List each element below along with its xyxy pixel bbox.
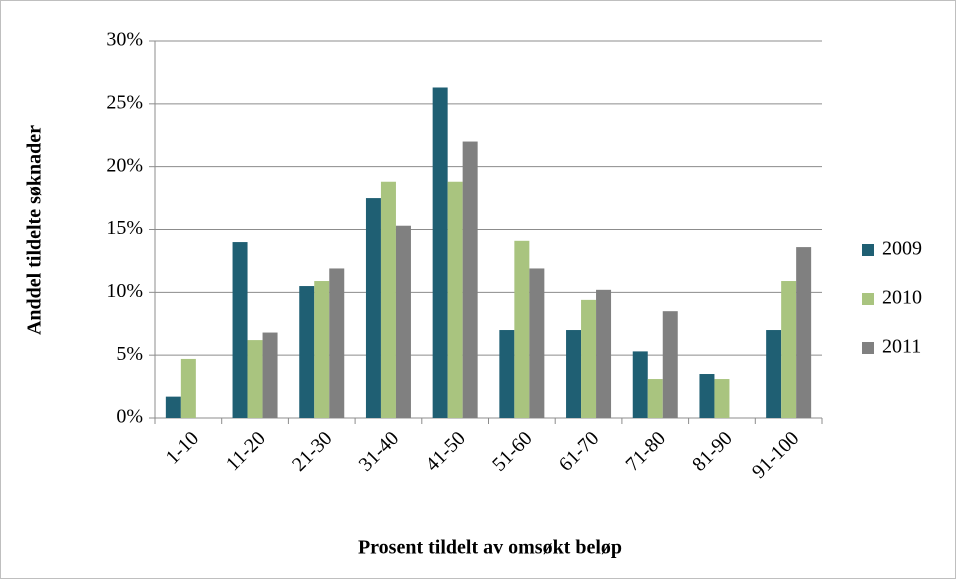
legend-swatch xyxy=(862,244,874,256)
legend-swatch xyxy=(862,342,874,354)
bar xyxy=(514,240,530,418)
bar xyxy=(432,87,448,418)
bar xyxy=(529,268,545,418)
y-axis-title: Anddel tildelte søknader xyxy=(24,125,46,335)
bar xyxy=(581,299,597,418)
legend-label: 2010 xyxy=(882,287,922,309)
bar xyxy=(180,358,196,418)
bar xyxy=(781,281,797,418)
bar xyxy=(796,247,812,418)
bar xyxy=(247,340,263,418)
bar xyxy=(632,351,648,418)
bar xyxy=(165,396,181,418)
bar xyxy=(329,268,345,418)
bar xyxy=(699,374,715,418)
bar xyxy=(232,242,248,418)
y-tick-label: 25% xyxy=(106,91,143,113)
y-tick-label: 0% xyxy=(116,406,143,428)
y-tick-label: 20% xyxy=(106,154,143,176)
bar xyxy=(380,181,396,418)
bar xyxy=(262,332,278,418)
legend-label: 2009 xyxy=(882,238,922,260)
y-tick-label: 10% xyxy=(106,280,143,302)
bar xyxy=(566,330,582,418)
legend-label: 2011 xyxy=(882,336,921,358)
bar xyxy=(596,289,612,418)
bar xyxy=(462,141,478,419)
y-tick-label: 30% xyxy=(106,29,143,51)
bar xyxy=(647,379,663,418)
x-axis-title: Prosent tildelt av omsøkt beløp xyxy=(358,537,622,559)
y-tick-label: 5% xyxy=(116,343,143,365)
bar xyxy=(447,181,463,418)
bar xyxy=(299,286,315,418)
bar xyxy=(314,281,330,418)
bar xyxy=(766,330,782,418)
bar xyxy=(395,225,411,418)
bar xyxy=(662,311,678,418)
bar xyxy=(714,379,730,418)
legend-swatch xyxy=(862,293,874,305)
bar xyxy=(499,330,515,418)
bar xyxy=(365,198,381,418)
y-tick-label: 15% xyxy=(106,217,143,239)
